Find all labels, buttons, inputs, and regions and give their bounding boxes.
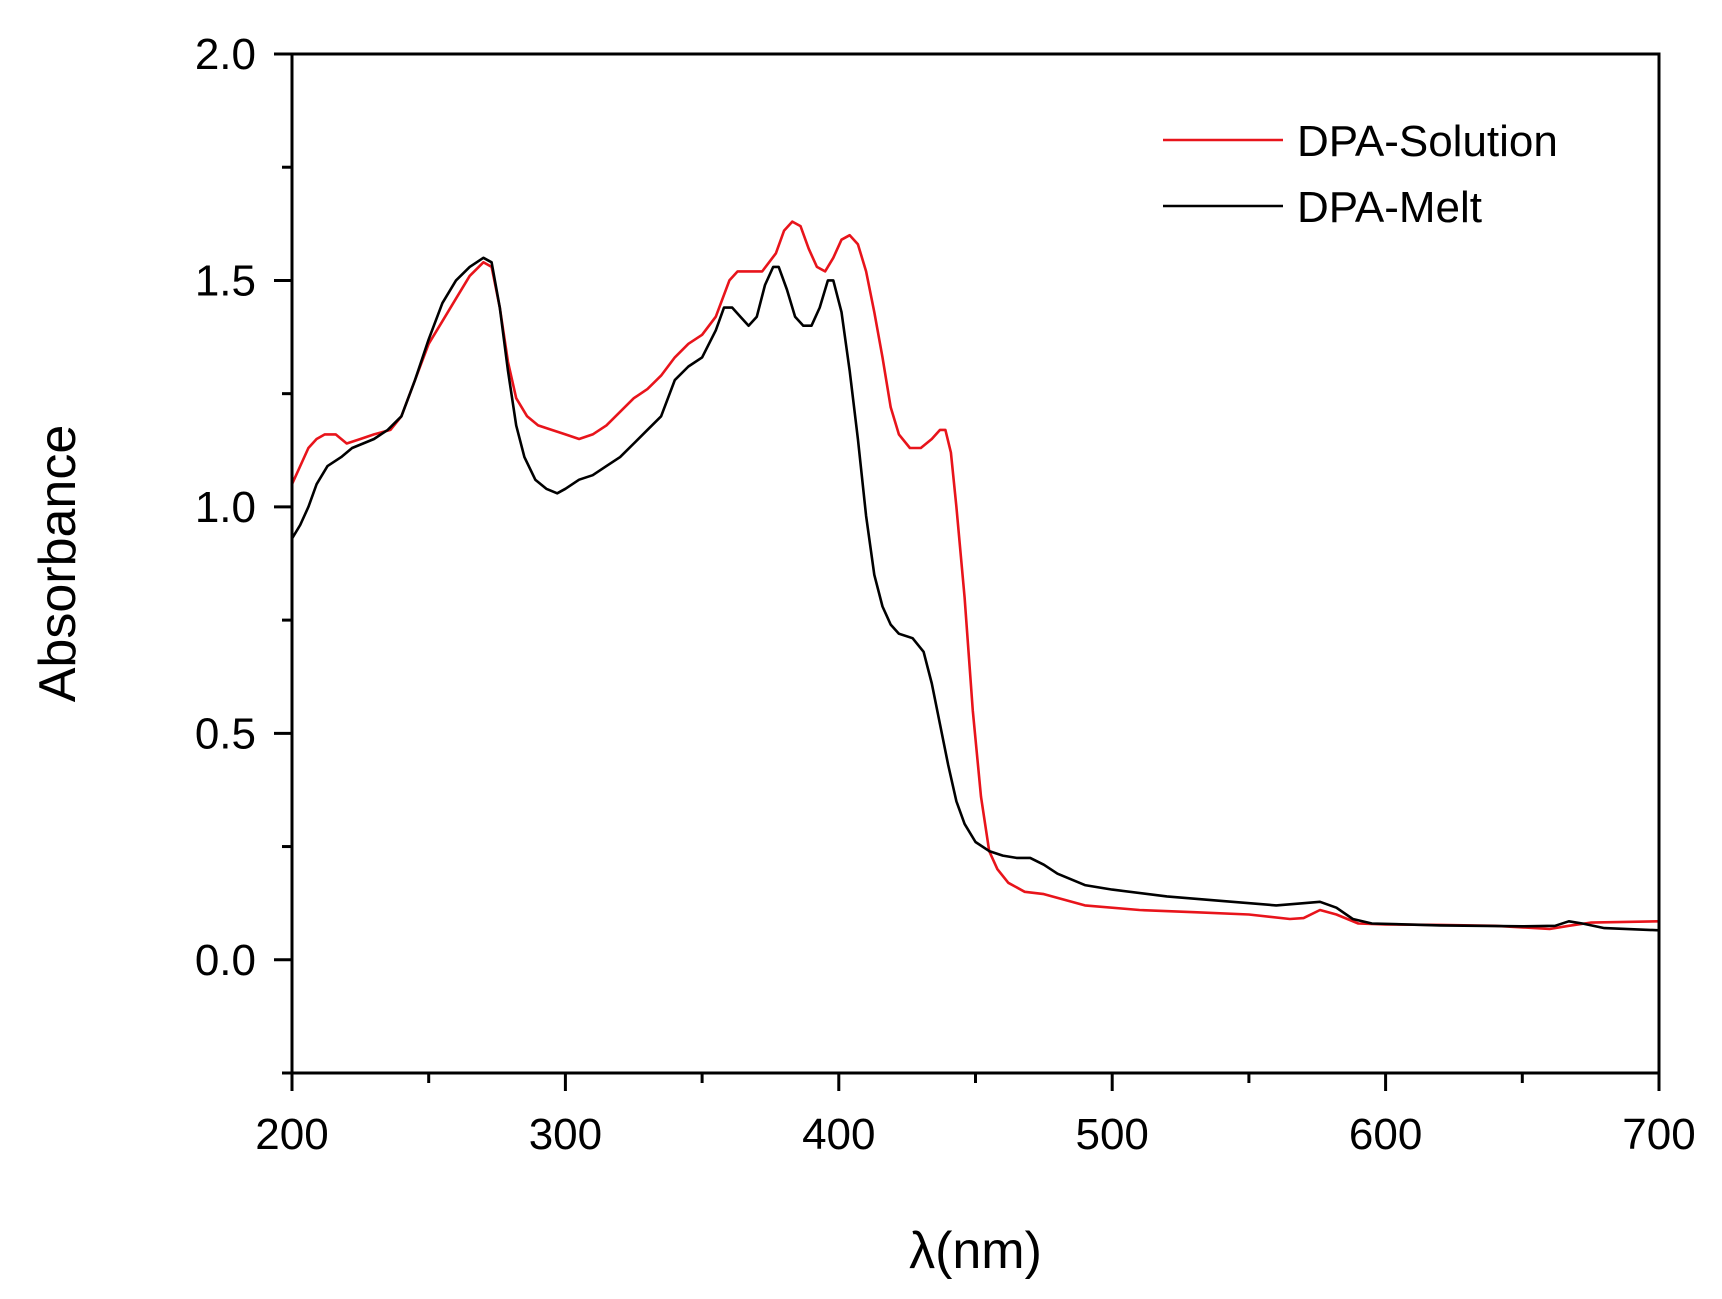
x-tick-label: 200 [255, 1110, 328, 1159]
legend-label-dpa-melt: DPA-Melt [1297, 183, 1482, 232]
x-tick-label: 400 [802, 1110, 875, 1159]
y-tick-label: 1.0 [195, 483, 256, 532]
y-tick-label: 0.0 [195, 936, 256, 985]
x-tick-label: 300 [529, 1110, 602, 1159]
y-tick-label: 0.5 [195, 709, 256, 758]
y-tick-label: 2.0 [195, 30, 256, 79]
legend-label-dpa-solution: DPA-Solution [1297, 117, 1558, 166]
series-line-dpa-melt [292, 256, 1659, 932]
x-axis-title: λ(nm) [909, 1222, 1042, 1280]
labels-layer: 200 300 400 500 600 700 0.0 0.5 1.0 1.5 2.0 [195, 30, 1696, 1159]
series-layer [292, 220, 1659, 932]
y-axis-title: Absorbance [29, 425, 87, 703]
ticks-layer [274, 52, 1661, 1091]
series-line-dpa-solution [292, 220, 1659, 931]
x-tick-label: 600 [1349, 1110, 1422, 1159]
x-tick-label: 500 [1075, 1110, 1148, 1159]
legend: DPA-Solution DPA-Melt [1163, 117, 1558, 232]
y-tick-label: 1.5 [195, 256, 256, 305]
x-tick-label: 700 [1622, 1110, 1695, 1159]
